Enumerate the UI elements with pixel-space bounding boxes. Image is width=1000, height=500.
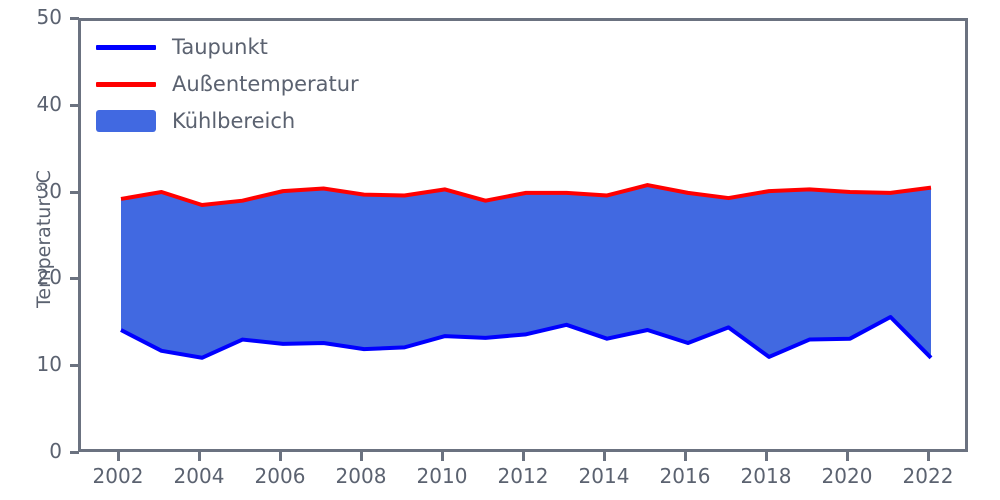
y-tick-label-40: 40 <box>36 91 62 116</box>
y-axis-title: Temperatur °C <box>33 170 55 308</box>
x-tick-2002 <box>117 452 120 461</box>
x-tick-label-2022: 2022 <box>902 464 954 488</box>
x-tick-label-2010: 2010 <box>416 464 468 488</box>
x-tick-label-2004: 2004 <box>173 464 225 488</box>
x-tick-2012 <box>522 452 525 461</box>
y-tick-40 <box>70 103 79 107</box>
legend-label-kuehlbereich: Kühlbereich <box>172 109 296 133</box>
line-aussentemperatur <box>120 183 932 208</box>
x-tick-2008 <box>360 452 363 461</box>
x-tick-label-2016: 2016 <box>659 464 711 488</box>
chart-series-svg <box>120 183 933 360</box>
y-tick-30 <box>70 190 79 194</box>
y-tick-label-10: 10 <box>36 352 62 377</box>
legend-line-swatch-aussentemperatur <box>96 81 156 87</box>
x-tick-2020 <box>846 452 849 461</box>
area-fill-kuehlbereich <box>121 185 931 358</box>
chart-legend: Taupunkt Außentemperatur Kühlbereich <box>96 34 359 134</box>
legend-line-swatch-taupunkt <box>96 44 156 50</box>
x-tick-2004 <box>198 452 201 461</box>
y-tick-label-0: 0 <box>49 439 62 463</box>
legend-item-taupunkt[interactable]: Taupunkt <box>96 34 359 60</box>
x-tick-label-2008: 2008 <box>335 464 387 488</box>
x-tick-2016 <box>684 452 687 461</box>
x-tick-label-2014: 2014 <box>578 464 630 488</box>
x-tick-2006 <box>279 452 282 461</box>
plot-area <box>78 18 968 452</box>
x-tick-2018 <box>765 452 768 461</box>
legend-item-aussentemperatur[interactable]: Außentemperatur <box>96 71 359 97</box>
x-tick-label-2002: 2002 <box>92 464 144 488</box>
x-tick-2022 <box>927 452 930 461</box>
line-taupunkt <box>120 314 933 360</box>
y-tick-20 <box>70 277 79 281</box>
x-tick-label-2018: 2018 <box>740 464 792 488</box>
y-tick-label-50: 50 <box>36 5 62 29</box>
x-tick-2014 <box>603 452 606 461</box>
y-tick-50 <box>70 17 79 20</box>
x-tick-2010 <box>441 452 444 461</box>
y-tick-label-20: 20 <box>36 265 62 290</box>
y-tick-0 <box>70 451 79 454</box>
x-tick-label-2012: 2012 <box>497 464 549 488</box>
legend-label-aussentemperatur: Außentemperatur <box>172 72 359 96</box>
legend-patch-swatch-kuehlbereich <box>96 110 156 132</box>
legend-label-taupunkt: Taupunkt <box>172 35 268 59</box>
legend-item-kuehlbereich[interactable]: Kühlbereich <box>96 108 359 134</box>
x-tick-label-2020: 2020 <box>821 464 873 488</box>
x-tick-label-2006: 2006 <box>254 464 306 488</box>
y-tick-label-30: 30 <box>36 178 62 203</box>
y-tick-10 <box>70 364 79 368</box>
